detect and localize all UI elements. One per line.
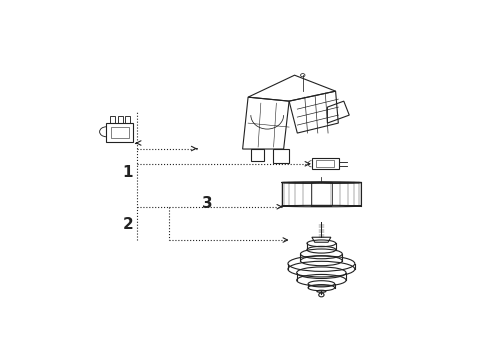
- Text: 1: 1: [122, 165, 133, 180]
- Text: 3: 3: [202, 197, 213, 211]
- Text: 2: 2: [122, 217, 133, 232]
